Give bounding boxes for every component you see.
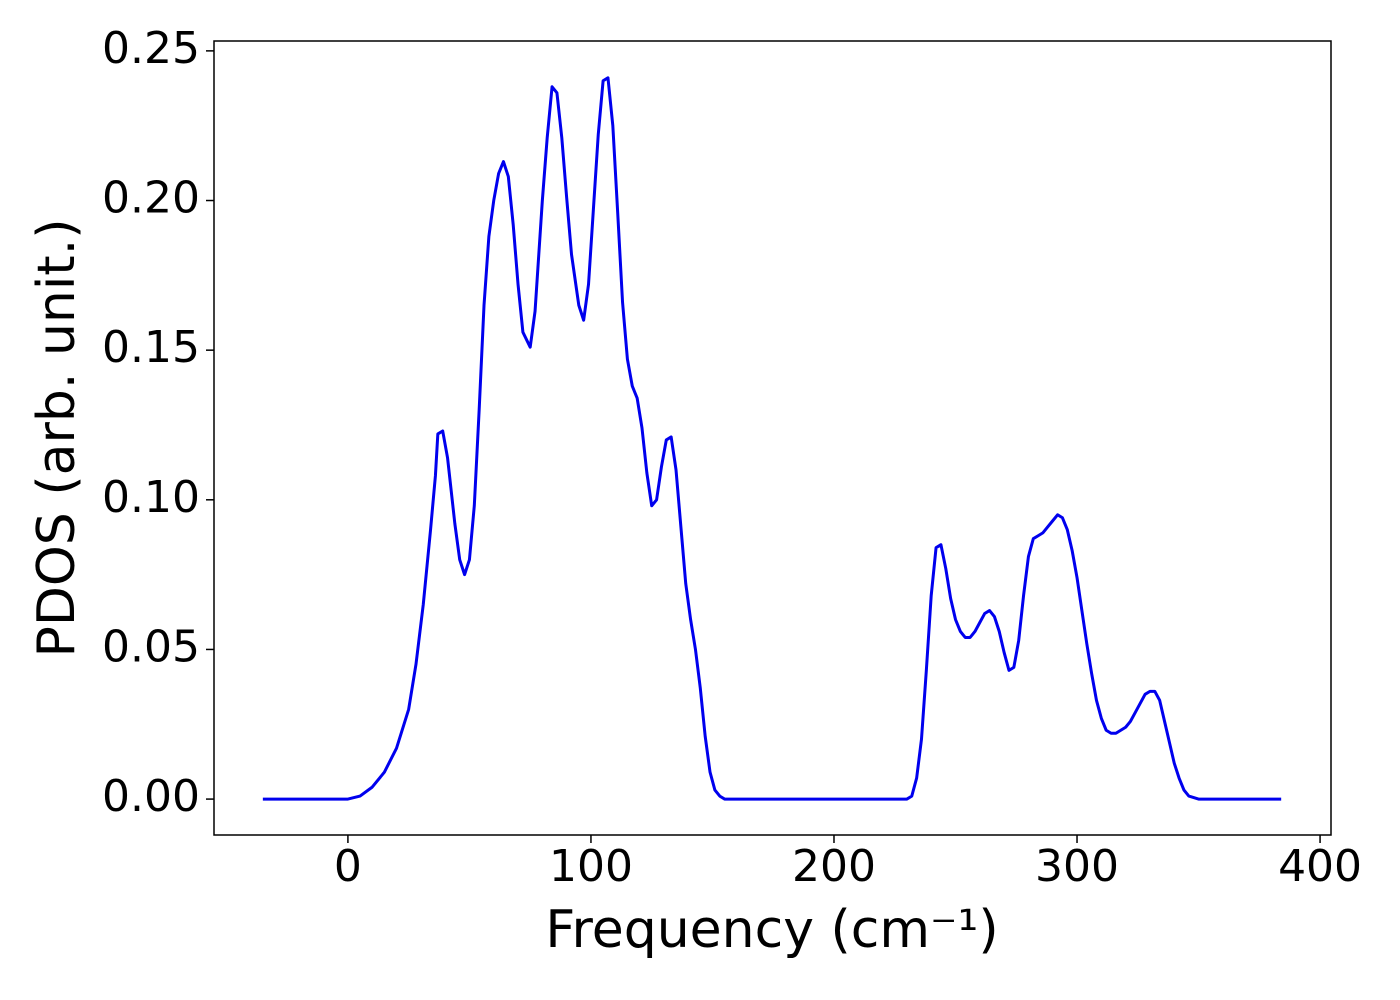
y-tick-label: 0.15 bbox=[102, 322, 200, 373]
y-tick-label: 0.10 bbox=[102, 472, 200, 523]
x-tick-label: 300 bbox=[1035, 841, 1119, 892]
plot-frame bbox=[213, 40, 1332, 836]
x-tick-label: 400 bbox=[1278, 841, 1362, 892]
y-tick-label: 0.25 bbox=[102, 23, 200, 74]
y-tick-label: 0.20 bbox=[102, 173, 200, 224]
y-axis-label: PDOS (arb. unit.) bbox=[27, 218, 87, 657]
x-axis-label: Frequency (cm⁻¹) bbox=[545, 900, 998, 960]
x-tick-label: 0 bbox=[334, 841, 362, 892]
y-tick-label: 0.05 bbox=[102, 621, 200, 672]
x-tick-label: 200 bbox=[792, 841, 876, 892]
line bbox=[262, 76, 1282, 801]
y-tick-label: 0.00 bbox=[102, 771, 200, 822]
x-tick-label: 100 bbox=[549, 841, 633, 892]
